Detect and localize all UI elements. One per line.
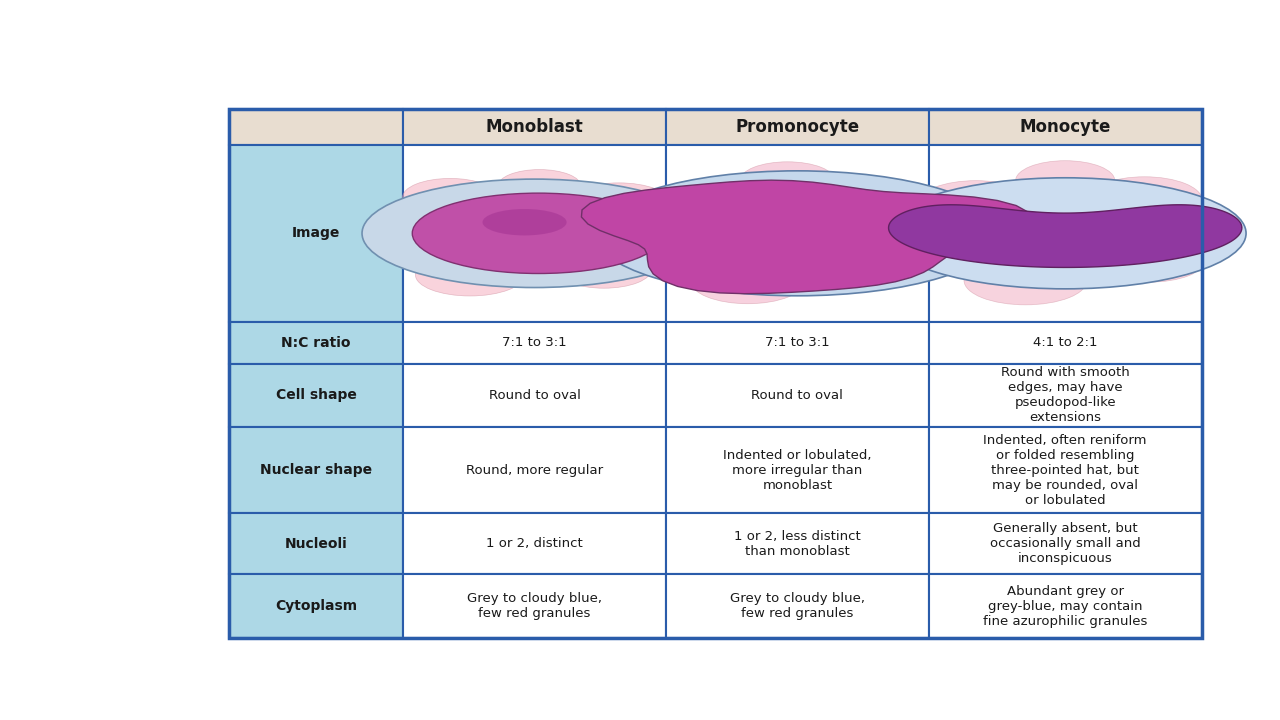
Ellipse shape [831, 243, 933, 284]
Bar [666, 109, 929, 145]
Ellipse shape [884, 178, 1245, 289]
Ellipse shape [586, 230, 662, 259]
Bar [229, 364, 403, 428]
Bar [929, 322, 1202, 364]
Bar [929, 364, 1202, 428]
Text: Nucleoli: Nucleoli [285, 537, 348, 551]
Text: Abundant grey or
grey-blue, may contain
fine azurophilic granules: Abundant grey or grey-blue, may contain … [983, 585, 1147, 628]
Ellipse shape [396, 229, 475, 260]
Ellipse shape [918, 181, 1033, 225]
Bar [403, 513, 666, 575]
Text: 7:1 to 3:1: 7:1 to 3:1 [765, 336, 829, 349]
Bar [229, 109, 403, 145]
Ellipse shape [740, 162, 835, 199]
Polygon shape [888, 204, 1242, 267]
Ellipse shape [483, 209, 567, 235]
Ellipse shape [924, 206, 1007, 239]
Bar [403, 428, 666, 513]
Ellipse shape [557, 251, 652, 288]
Text: Grey to cloudy blue,
few red granules: Grey to cloudy blue, few red granules [467, 592, 602, 620]
Text: Promonocyte: Promonocyte [735, 117, 859, 135]
Bar [403, 575, 666, 638]
Text: 4:1 to 2:1: 4:1 to 2:1 [1033, 336, 1097, 349]
Ellipse shape [362, 179, 707, 287]
Text: Round, more regular: Round, more regular [466, 464, 603, 477]
Polygon shape [581, 180, 1030, 294]
Text: 1 or 2, distinct: 1 or 2, distinct [486, 537, 582, 550]
Text: Image: Image [292, 226, 340, 240]
Ellipse shape [690, 257, 805, 304]
Ellipse shape [658, 223, 737, 254]
Bar [929, 428, 1202, 513]
Bar [929, 145, 1202, 322]
Ellipse shape [964, 256, 1087, 305]
Bar [403, 145, 666, 322]
Text: Round with smooth
edges, may have
pseudopod-like
extensions: Round with smooth edges, may have pseudo… [1001, 366, 1129, 425]
Text: 1 or 2, less distinct
than monoblast: 1 or 2, less distinct than monoblast [733, 530, 860, 558]
Text: Monoblast: Monoblast [485, 117, 584, 135]
Ellipse shape [832, 181, 941, 225]
Ellipse shape [1125, 229, 1204, 260]
Ellipse shape [498, 169, 581, 203]
Bar [403, 364, 666, 428]
Ellipse shape [657, 179, 759, 221]
Bar [229, 513, 403, 575]
Text: Cytoplasm: Cytoplasm [275, 599, 357, 613]
Bar [666, 322, 929, 364]
Text: N:C ratio: N:C ratio [282, 336, 351, 350]
Bar [403, 109, 666, 145]
Bar [666, 364, 929, 428]
Bar [666, 428, 929, 513]
Text: Grey to cloudy blue,
few red granules: Grey to cloudy blue, few red granules [730, 592, 865, 620]
Bar [666, 513, 929, 575]
Text: Generally absent, but
occasionally small and
inconspicuous: Generally absent, but occasionally small… [989, 522, 1140, 565]
Bar [929, 575, 1202, 638]
Bar [666, 575, 929, 638]
Bar [229, 428, 403, 513]
Ellipse shape [1015, 161, 1115, 201]
Ellipse shape [402, 179, 498, 216]
Text: 7:1 to 3:1: 7:1 to 3:1 [502, 336, 567, 349]
Bar [403, 322, 666, 364]
Bar [666, 145, 929, 322]
Text: Indented, often reniform
or folded resembling
three-pointed hat, but
may be roun: Indented, often reniform or folded resem… [983, 434, 1147, 507]
Ellipse shape [594, 171, 1001, 296]
Text: Indented or lobulated,
more irregular than
monoblast: Indented or lobulated, more irregular th… [723, 449, 872, 492]
Ellipse shape [1087, 177, 1202, 223]
Ellipse shape [1041, 210, 1170, 263]
Text: Monocyte: Monocyte [1019, 117, 1111, 135]
Bar [929, 513, 1202, 575]
Text: Cell shape: Cell shape [275, 389, 357, 402]
Bar [229, 575, 403, 638]
Bar [229, 322, 403, 364]
Text: Nuclear shape: Nuclear shape [260, 464, 372, 477]
Ellipse shape [416, 254, 525, 296]
Bar [929, 109, 1202, 145]
Ellipse shape [412, 193, 664, 274]
Ellipse shape [1094, 240, 1204, 282]
Ellipse shape [567, 183, 671, 222]
Ellipse shape [733, 217, 882, 278]
Text: Round to oval: Round to oval [751, 389, 844, 402]
Text: Round to oval: Round to oval [489, 389, 580, 402]
Bar [229, 145, 403, 322]
